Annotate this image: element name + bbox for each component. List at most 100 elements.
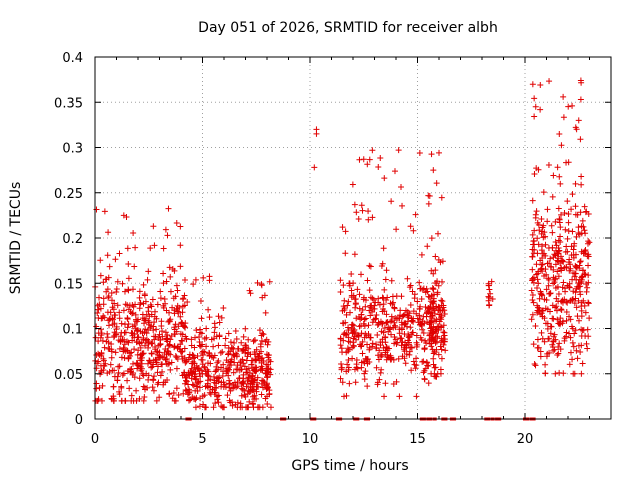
- data-point: [119, 372, 126, 379]
- data-point: [231, 359, 238, 366]
- data-point: [148, 303, 155, 310]
- data-point: [430, 286, 437, 293]
- data-point: [173, 306, 180, 313]
- data-point: [126, 350, 133, 357]
- data-point: [538, 215, 545, 222]
- data-point: [227, 387, 234, 394]
- data-point: [345, 364, 352, 371]
- data-point: [95, 306, 102, 313]
- data-point: [97, 272, 104, 279]
- data-point: [180, 390, 187, 397]
- data-point: [162, 226, 169, 233]
- data-point: [566, 361, 573, 368]
- data-point: [582, 230, 589, 237]
- data-point: [435, 351, 442, 358]
- data-point: [366, 287, 373, 294]
- data-point: [117, 338, 124, 345]
- data-point: [365, 216, 372, 223]
- data-point: [153, 326, 160, 333]
- data-point: [198, 367, 205, 374]
- data-point: [250, 338, 257, 345]
- data-point: [565, 219, 572, 226]
- data-point: [537, 353, 544, 360]
- data-point: [378, 328, 385, 335]
- data-point: [226, 384, 233, 391]
- data-point: [339, 224, 346, 231]
- data-point: [565, 227, 572, 234]
- data-point: [556, 216, 563, 223]
- data-point: [379, 320, 386, 327]
- data-point: [374, 352, 381, 359]
- data-point: [558, 306, 565, 313]
- data-point: [232, 383, 239, 390]
- data-point: [126, 385, 133, 392]
- data-point: [350, 343, 357, 350]
- data-point: [554, 283, 561, 290]
- data-point: [167, 366, 174, 373]
- data-point: [341, 297, 348, 304]
- data-point: [104, 370, 111, 377]
- data-point: [534, 235, 541, 242]
- data-point: [160, 280, 167, 287]
- data-point: [240, 371, 247, 378]
- data-point: [257, 343, 264, 350]
- data-point: [192, 396, 199, 403]
- data-point: [570, 254, 577, 261]
- data-point: [225, 351, 232, 358]
- data-point: [542, 370, 549, 377]
- data-point: [338, 345, 345, 352]
- data-point: [435, 230, 442, 237]
- data-point: [223, 365, 230, 372]
- data-point: [245, 365, 252, 372]
- data-point: [405, 332, 412, 339]
- data-point: [433, 346, 440, 353]
- data-point: [265, 354, 272, 361]
- data-point: [532, 362, 539, 369]
- data-point: [401, 320, 408, 327]
- data-point: [555, 344, 562, 350]
- data-point: [575, 230, 582, 237]
- data-point: [557, 319, 564, 326]
- data-point: [181, 292, 188, 299]
- data-point: [534, 284, 541, 291]
- data-point: [535, 280, 542, 287]
- data-point: [354, 286, 361, 293]
- data-point: [201, 349, 208, 356]
- data-point: [127, 309, 134, 316]
- data-point: [440, 304, 447, 311]
- data-point: [542, 361, 549, 368]
- data-point: [547, 290, 554, 297]
- data-point: [154, 369, 161, 376]
- data-point: [387, 356, 394, 363]
- data-point: [566, 330, 573, 337]
- data-point: [379, 336, 386, 343]
- data-point: [585, 299, 592, 306]
- data-point: [547, 330, 554, 337]
- data-point: [438, 324, 445, 331]
- data-point: [125, 275, 132, 282]
- data-point: [429, 299, 436, 306]
- data-point: [179, 309, 186, 316]
- data-point: [383, 267, 390, 274]
- data-point: [547, 263, 554, 270]
- data-point: [545, 162, 552, 169]
- data-point: [140, 372, 147, 379]
- data-point: [347, 339, 354, 346]
- data-point: [487, 290, 494, 297]
- data-point: [548, 222, 555, 229]
- data-point: [540, 222, 547, 229]
- y-tick-label: 0.3: [62, 142, 83, 157]
- data-point: [584, 326, 591, 333]
- data-point: [573, 264, 580, 271]
- data-point: [345, 334, 352, 341]
- data-point: [398, 342, 405, 349]
- data-point: [373, 312, 380, 319]
- data-point: [123, 347, 130, 354]
- data-point: [192, 373, 199, 380]
- data-points: [92, 77, 593, 421]
- data-point: [375, 295, 382, 302]
- data-point: [532, 214, 539, 221]
- data-point: [560, 258, 567, 265]
- data-point: [124, 302, 131, 309]
- data-point: [555, 205, 562, 212]
